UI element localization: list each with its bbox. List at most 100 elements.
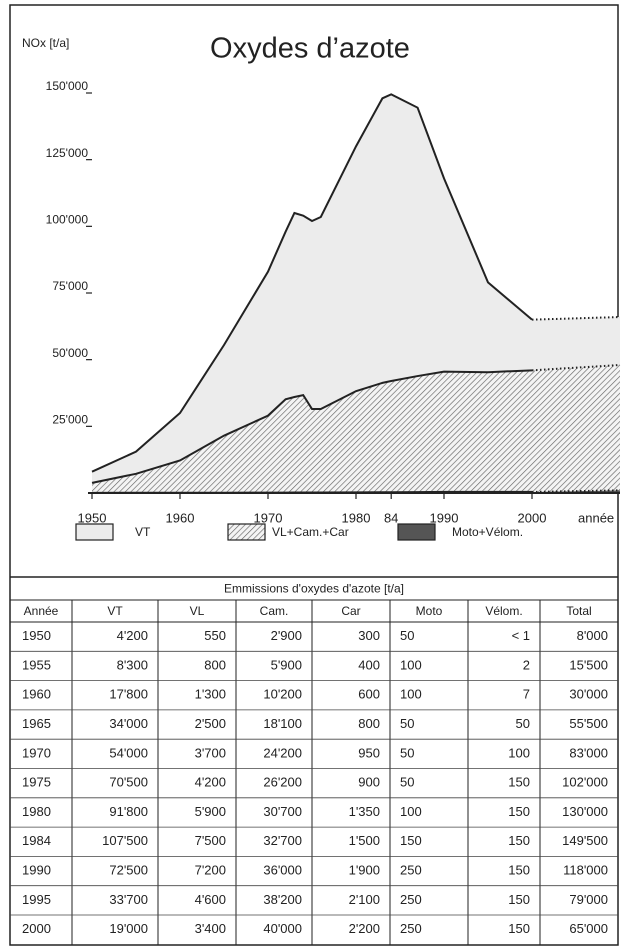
- outline: [91, 369, 533, 484]
- table-cell: 600: [358, 687, 380, 702]
- table-cell: 1970: [22, 745, 51, 760]
- table-cell: 1'500: [349, 833, 380, 848]
- column-header: VT: [107, 604, 123, 618]
- table-cell: 150: [508, 804, 530, 819]
- table-cell: 1984: [22, 833, 51, 848]
- table-cell: < 1: [512, 628, 530, 643]
- table: Emmissions d'oxydes d'azote [t/a] Année VT…: [10, 576, 618, 945]
- table-cell: 130'000: [562, 804, 608, 819]
- table-cell: 72'500: [109, 862, 148, 877]
- y-tick-label: 150'000: [46, 79, 89, 93]
- projection-outline: [531, 489, 621, 493]
- table-cell: 102'000: [562, 775, 608, 790]
- y-tick-label: 125'000: [46, 146, 89, 160]
- table-cell: 30'700: [263, 804, 302, 819]
- table-cell: 150: [508, 833, 530, 848]
- table-cell: 40'000: [263, 921, 302, 936]
- table-cell: 10'200: [263, 687, 302, 702]
- table-cell: 4'200: [117, 628, 148, 643]
- legend-label: Moto+Vélom.: [452, 525, 523, 539]
- table-cell: 150: [508, 775, 530, 790]
- column-header: Vélom.: [485, 604, 522, 618]
- table-cell: 100: [400, 804, 422, 819]
- x-tick-label: 1950: [78, 510, 107, 525]
- table-cell: 55'500: [569, 716, 608, 731]
- table-cell: 50: [400, 775, 414, 790]
- x-tick-label: 84: [384, 510, 398, 525]
- table-cell: 150: [508, 921, 530, 936]
- x-tick-label: 1960: [166, 510, 195, 525]
- y-axis-label: NOx [t/a]: [22, 36, 69, 50]
- table-cell: 24'200: [263, 745, 302, 760]
- projection-outline: [531, 316, 621, 321]
- table-cell: 1955: [22, 657, 51, 672]
- table-cell: 250: [400, 921, 422, 936]
- table-cell: 38'200: [263, 892, 302, 907]
- table-cell: 4'200: [195, 775, 226, 790]
- table-cell: 8'000: [577, 628, 608, 643]
- table-cell: 19'000: [109, 921, 148, 936]
- table-cell: 50: [400, 716, 414, 731]
- table-cell: 17'800: [109, 687, 148, 702]
- table-cell: 50: [516, 716, 530, 731]
- table-cell: 65'000: [569, 921, 608, 936]
- table-cell: 2'100: [349, 892, 380, 907]
- table-cell: 8'300: [117, 657, 148, 672]
- table-cell: 4'600: [195, 892, 226, 907]
- table-cell: 250: [400, 892, 422, 907]
- table-cell: 70'500: [109, 775, 148, 790]
- table-cell: 83'000: [569, 745, 608, 760]
- legend-swatch: [75, 523, 114, 541]
- area: [92, 94, 620, 483]
- table-cell: 1990: [22, 862, 51, 877]
- table-cell: 3'700: [195, 745, 226, 760]
- table-cell: 26'200: [263, 775, 302, 790]
- y-tick-label: 75'000: [52, 279, 88, 293]
- table-cell: 7'500: [195, 833, 226, 848]
- table-cell: 1995: [22, 892, 51, 907]
- table-cell: 100: [400, 687, 422, 702]
- table-cell: 2000: [22, 921, 51, 936]
- legend-label: VL+Cam.+Car: [272, 525, 349, 539]
- table-cell: 100: [508, 745, 530, 760]
- table-cell: 150: [400, 833, 422, 848]
- table-cell: 5'900: [271, 657, 302, 672]
- x-tick-label: 1990: [430, 510, 459, 525]
- table-cell: 1'300: [195, 687, 226, 702]
- table-cell: 150: [508, 892, 530, 907]
- table-cell: 79'000: [569, 892, 608, 907]
- area: [92, 365, 620, 493]
- table-cell: 950: [358, 745, 380, 760]
- column-header: VL: [190, 604, 205, 618]
- table-cell: 107'500: [102, 833, 148, 848]
- x-tick-label: 1980: [342, 510, 371, 525]
- projection-outline: [531, 364, 621, 372]
- table-cell: 50: [400, 628, 414, 643]
- column-header: Car: [341, 604, 360, 618]
- table-cell: 2'900: [271, 628, 302, 643]
- outline: [91, 93, 533, 473]
- table-cell: 18'100: [263, 716, 302, 731]
- table-cell: 7: [523, 687, 530, 702]
- y-tick-label: 50'000: [52, 346, 88, 360]
- table-cell: 15'500: [569, 657, 608, 672]
- table-cell: 32'700: [263, 833, 302, 848]
- column-header: Total: [566, 604, 591, 618]
- table-cell: 150: [508, 862, 530, 877]
- table-cell: 1950: [22, 628, 51, 643]
- table-cell: 1965: [22, 716, 51, 731]
- table-cell: 250: [400, 862, 422, 877]
- table-cell: 2: [523, 657, 530, 672]
- table-cell: 100: [400, 657, 422, 672]
- table-cell: 30'000: [569, 687, 608, 702]
- table-cell: 900: [358, 775, 380, 790]
- x-axis-label: année: [578, 510, 614, 525]
- table-cell: 3'400: [195, 921, 226, 936]
- legend-swatch: [397, 523, 436, 541]
- table-cell: 2'500: [195, 716, 226, 731]
- table-cell: 1'350: [349, 804, 380, 819]
- legend-label: VT: [135, 525, 151, 539]
- table-cell: 550: [204, 628, 226, 643]
- x-tick-label: 1970: [254, 510, 283, 525]
- column-header: Moto: [416, 604, 443, 618]
